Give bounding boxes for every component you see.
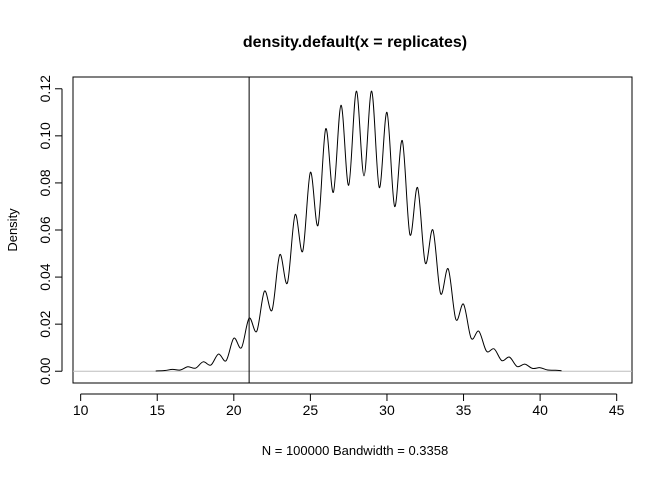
y-tick-label: 0.06 [37, 216, 53, 243]
x-tick-label: 15 [149, 402, 165, 418]
x-tick-label: 25 [303, 402, 319, 418]
x-tick-label: 20 [226, 402, 242, 418]
y-tick-label: 0.04 [37, 263, 53, 290]
y-axis-label: Density [5, 208, 20, 252]
x-tick-label: 30 [379, 402, 395, 418]
chart-title: density.default(x = replicates) [243, 34, 467, 51]
x-axis-label: N = 100000 Bandwidth = 0.3358 [262, 443, 448, 458]
x-tick-label: 40 [532, 402, 548, 418]
x-tick-label: 35 [456, 402, 472, 418]
y-tick-label: 0.10 [37, 122, 53, 149]
y-axis-ticks: 0.00 0.02 0.04 0.06 0.08 0.10 0.12 [37, 75, 62, 385]
y-tick-label: 0.08 [37, 169, 53, 196]
x-tick-label: 45 [609, 402, 625, 418]
y-tick-label: 0.02 [37, 310, 53, 337]
density-curve [155, 90, 562, 372]
plot-frame [72, 76, 633, 384]
y-tick-label: 0.00 [37, 357, 53, 384]
y-tick-label: 0.12 [37, 75, 53, 102]
x-tick-label: 10 [73, 402, 89, 418]
x-axis-ticks: 10 15 20 25 30 35 40 45 [73, 394, 625, 418]
